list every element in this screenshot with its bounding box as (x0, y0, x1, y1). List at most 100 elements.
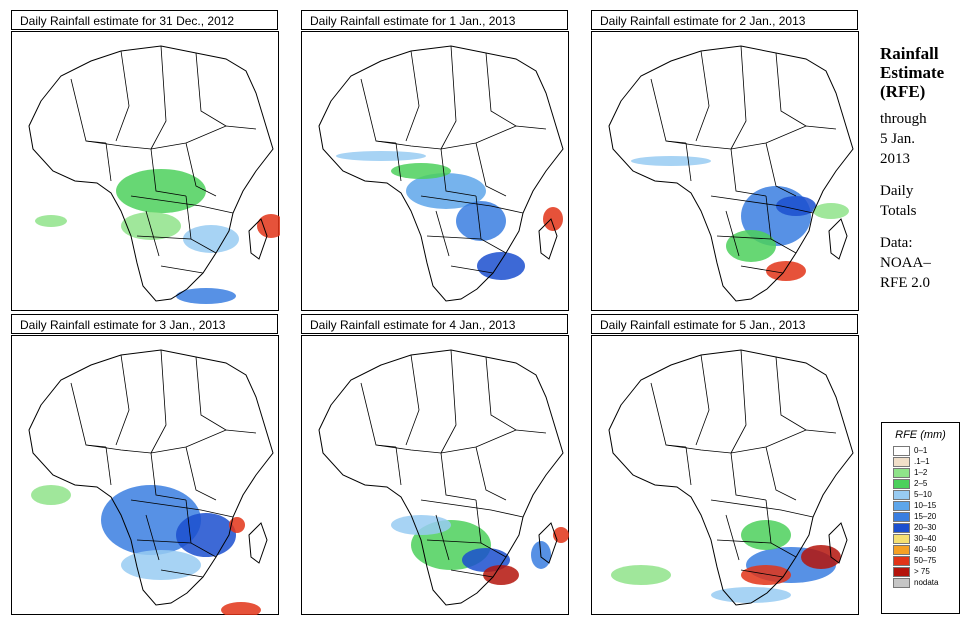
country-border (485, 356, 517, 431)
legend-label: 10–15 (914, 501, 937, 510)
country-border (115, 354, 130, 446)
country-border (710, 195, 814, 214)
text-line: RFE 2.0 (880, 275, 931, 291)
country-border (475, 195, 482, 240)
rain-area (257, 214, 280, 238)
heading-line: (RFE) (880, 82, 926, 101)
rain-area (101, 485, 201, 555)
map-panel-2: Daily Rainfall estimate for 1 Jan., 2013 (301, 10, 570, 311)
country-border (775, 356, 807, 431)
map-panel-5: Daily Rainfall estimate for 4 Jan., 2013 (301, 314, 570, 615)
legend-swatch (893, 468, 910, 478)
country-border (740, 569, 784, 578)
rain-area (477, 252, 525, 280)
country-border (775, 52, 807, 127)
country-border (150, 45, 167, 150)
legend-swatch (893, 512, 910, 522)
country-border (665, 125, 837, 150)
country-border (405, 50, 420, 142)
legend-label: 50–75 (914, 556, 937, 565)
heading-line: Rainfall (880, 44, 939, 63)
country-border (475, 499, 482, 544)
country-border (765, 142, 797, 197)
rain-area (611, 565, 671, 585)
country-border (405, 354, 420, 446)
rain-area (229, 517, 245, 533)
legend-label: 20–30 (914, 523, 937, 532)
country-border (85, 125, 257, 150)
country-border (435, 210, 450, 257)
country-border (765, 446, 797, 501)
country-border (145, 210, 160, 257)
country-border (730, 45, 747, 150)
rainfall-map (591, 335, 859, 615)
country-border (130, 499, 234, 518)
legend-label: .1–1 (914, 457, 930, 466)
rainfall-map (11, 31, 280, 311)
country-border (740, 265, 784, 274)
legend-item: 40–50 (893, 544, 959, 555)
country-border (375, 429, 547, 454)
legend-label: > 75 (914, 567, 930, 576)
legend-title: RFE (mm) (895, 429, 946, 441)
rain-area (776, 196, 816, 216)
country-border (150, 148, 187, 197)
madagascar-outline (248, 522, 268, 564)
rain-area (766, 261, 806, 281)
country-border (765, 499, 772, 544)
country-border (420, 499, 524, 518)
rain-area (176, 513, 236, 557)
country-border (485, 52, 517, 127)
madagascar-outline (828, 218, 848, 260)
text-line: 2013 (880, 151, 910, 167)
legend-label: 2–5 (914, 479, 928, 488)
legend-item: 1–2 (893, 467, 959, 478)
map-panel-6: Daily Rainfall estimate for 5 Jan., 2013 (591, 314, 860, 615)
legend-swatch (893, 490, 910, 500)
country-border (185, 195, 192, 240)
rain-area (813, 203, 849, 219)
legend-swatch (893, 567, 910, 577)
map-frame (301, 335, 569, 615)
panel-title: Daily Rainfall estimate for 3 Jan., 2013 (11, 314, 278, 334)
country-border (150, 452, 187, 501)
country-border (440, 45, 457, 150)
panel-title: Daily Rainfall estimate for 31 Dec., 201… (11, 10, 278, 30)
madagascar-outline (248, 218, 268, 260)
rainfall-map (11, 335, 279, 615)
legend-label: nodata (914, 578, 939, 587)
country-border (730, 452, 767, 501)
country-border (435, 514, 450, 561)
rain-area (801, 545, 841, 569)
madagascar-outline (538, 218, 558, 260)
text-line: Daily (880, 183, 914, 199)
madagascar-outline (828, 522, 848, 564)
country-border (695, 354, 710, 446)
legend-rows: 0–1 .1–1 1–2 2–5 5–10 10–15 15–20 20–30 30–40 40–… (882, 445, 959, 588)
legend-item: 15–20 (893, 511, 959, 522)
heading-line: Estimate (880, 63, 945, 82)
rain-area (121, 550, 201, 580)
country-border (185, 446, 217, 501)
map-panel-3: Daily Rainfall estimate for 2 Jan., 2013 (591, 10, 860, 311)
legend-item: 0–1 (893, 445, 959, 456)
country-border (160, 265, 204, 274)
legend-item: 5–10 (893, 489, 959, 500)
data-source: Data: NOAA– RFE 2.0 (880, 233, 965, 293)
text-line: through (880, 111, 927, 127)
country-border (440, 349, 457, 454)
map-panel-4: Daily Rainfall estimate for 3 Jan., 2013 (11, 314, 280, 615)
rain-area (741, 520, 791, 550)
country-border (440, 148, 477, 197)
rain-area (741, 565, 791, 585)
country-border (115, 50, 130, 142)
legend-swatch (893, 457, 910, 467)
legend-label: 15–20 (914, 512, 937, 521)
country-border (195, 52, 227, 127)
map-frame (591, 31, 859, 311)
legend-item: 20–30 (893, 522, 959, 533)
country-border (85, 429, 257, 454)
legend-swatch (893, 578, 910, 588)
rain-area (543, 207, 563, 231)
country-border (185, 142, 217, 197)
